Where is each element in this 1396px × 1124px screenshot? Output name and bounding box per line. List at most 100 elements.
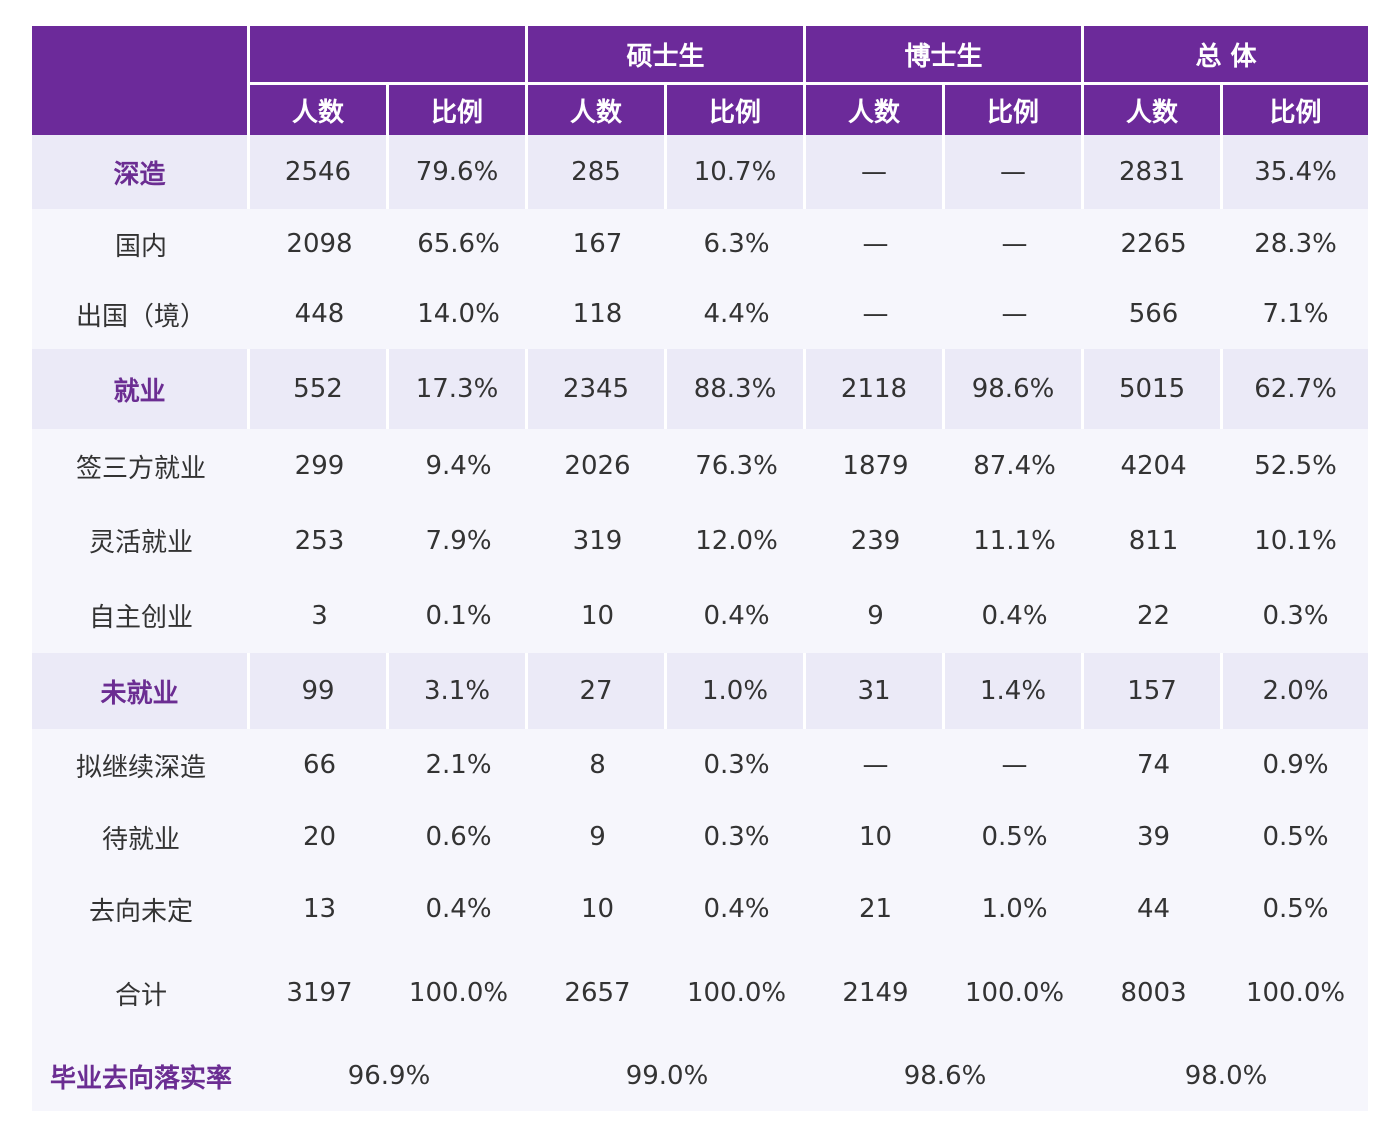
ratio-cell: 2.1% <box>389 729 528 801</box>
ratio-cell: 0.5% <box>1223 873 1369 945</box>
header-count: 人数 <box>250 85 389 135</box>
count-cell: 21 <box>806 873 946 945</box>
ratio-cell: 28.3% <box>1223 209 1369 279</box>
count-cell: 157 <box>1084 653 1224 729</box>
count-cell: 167 <box>528 209 667 279</box>
count-cell: 285 <box>528 135 667 209</box>
count-cell: 2098 <box>250 209 389 279</box>
ratio-cell: 0.6% <box>389 801 528 873</box>
count-cell: 2657 <box>528 945 667 1041</box>
count-cell: 2149 <box>806 945 946 1041</box>
ratio-cell: 1.0% <box>945 873 1085 945</box>
count-cell: 99 <box>250 653 389 729</box>
ratio-cell: 79.6% <box>389 135 528 209</box>
header-ratio: 比例 <box>389 85 528 135</box>
count-cell: 9 <box>528 801 667 873</box>
count-cell: — <box>806 279 946 349</box>
row-label: 就业 <box>32 349 250 429</box>
count-cell: 4204 <box>1084 429 1224 503</box>
ratio-cell: 1.4% <box>945 653 1085 729</box>
ratio-cell: — <box>945 729 1085 801</box>
table-row: 签三方就业 299 9.4% 2026 76.3% 1879 87.4% 4204 52.5% <box>32 429 1369 503</box>
ratio-cell: 10.1% <box>1223 503 1369 578</box>
ratio-cell: 1.0% <box>667 653 807 729</box>
ratio-cell: 0.5% <box>945 801 1085 873</box>
ratio-cell: 7.9% <box>389 503 528 578</box>
ratio-cell: 100.0% <box>1223 945 1369 1041</box>
graduate-destination-table: 硕士生 博士生 总 体 人数 比例 人数 比例 人数 比例 人数 比例 深造 25… <box>32 26 1369 1111</box>
header-corner <box>32 26 250 135</box>
count-cell: 10 <box>528 578 667 653</box>
ratio-cell: 3.1% <box>389 653 528 729</box>
count-cell: 74 <box>1084 729 1224 801</box>
ratio-cell: 0.5% <box>1223 801 1369 873</box>
header-group-undergrad <box>250 26 528 85</box>
table-row: 拟继续深造 66 2.1% 8 0.3% — —74 0.9% <box>32 729 1369 801</box>
count-cell: 13 <box>250 873 389 945</box>
count-cell: 2345 <box>528 349 667 429</box>
count-cell: 811 <box>1084 503 1224 578</box>
count-cell: 9 <box>806 578 946 653</box>
ratio-cell: 2.0% <box>1223 653 1369 729</box>
row-label: 国内 <box>32 209 250 279</box>
row-label: 灵活就业 <box>32 503 250 578</box>
table-row: 自主创业 3 0.1% 10 0.4% 9 0.4% 22 0.3% <box>32 578 1369 653</box>
count-cell: 552 <box>250 349 389 429</box>
placement-rate-row: 毕业去向落实率 96.9% 99.0% 98.6% 98.0% <box>32 1041 1369 1111</box>
count-cell: 319 <box>528 503 667 578</box>
row-label: 未就业 <box>32 653 250 729</box>
count-cell: — <box>806 729 946 801</box>
header-count: 人数 <box>806 85 946 135</box>
table-row: 待就业 20 0.6% 9 0.3% 10 0.5% 39 0.5% <box>32 801 1369 873</box>
count-cell: 2265 <box>1084 209 1224 279</box>
ratio-cell: 100.0% <box>945 945 1085 1041</box>
ratio-cell: 35.4% <box>1223 135 1369 209</box>
table-body: 深造 2546 79.6% 285 10.7% — —2831 35.4% 国内 2098 65.6… <box>32 135 1369 1111</box>
ratio-cell: 65.6% <box>389 209 528 279</box>
ratio-cell: 11.1% <box>945 503 1085 578</box>
count-cell: 10 <box>806 801 946 873</box>
count-cell: 448 <box>250 279 389 349</box>
count-cell: — <box>806 135 946 209</box>
count-cell: 20 <box>250 801 389 873</box>
table-row: 灵活就业 253 7.9% 319 12.0% 239 11.1% 811 10.1% <box>32 503 1369 578</box>
row-label: 出国（境） <box>32 279 250 349</box>
table-row: 去向未定 13 0.4% 10 0.4% 21 1.0% 44 0.5% <box>32 873 1369 945</box>
employment-table-container: 硕士生 博士生 总 体 人数 比例 人数 比例 人数 比例 人数 比例 深造 25… <box>32 26 1369 1111</box>
count-cell: 27 <box>528 653 667 729</box>
row-label: 签三方就业 <box>32 429 250 503</box>
count-cell: 1879 <box>806 429 946 503</box>
placement-rate-value: 98.0% <box>1084 1041 1369 1111</box>
count-cell: — <box>806 209 946 279</box>
ratio-cell: 17.3% <box>389 349 528 429</box>
row-label: 拟继续深造 <box>32 729 250 801</box>
ratio-cell: 7.1% <box>1223 279 1369 349</box>
count-cell: 239 <box>806 503 946 578</box>
count-cell: 66 <box>250 729 389 801</box>
ratio-cell: 88.3% <box>667 349 807 429</box>
count-cell: 39 <box>1084 801 1224 873</box>
ratio-cell: 52.5% <box>1223 429 1369 503</box>
category-row: 深造 2546 79.6% 285 10.7% — —2831 35.4% <box>32 135 1369 209</box>
ratio-cell: 87.4% <box>945 429 1085 503</box>
header-ratio: 比例 <box>1223 85 1369 135</box>
count-cell: 299 <box>250 429 389 503</box>
table-row: 合计 3197 100.0% 2657 100.0% 2149 100.0% 8003 100.… <box>32 945 1369 1041</box>
category-row: 未就业 99 3.1% 27 1.0% 31 1.4% 157 2.0% <box>32 653 1369 729</box>
placement-rate-value: 99.0% <box>528 1041 807 1111</box>
ratio-cell: 100.0% <box>389 945 528 1041</box>
ratio-cell: 0.3% <box>1223 578 1369 653</box>
count-cell: 8 <box>528 729 667 801</box>
count-cell: 2831 <box>1084 135 1224 209</box>
ratio-cell: 0.4% <box>667 873 807 945</box>
count-cell: 2546 <box>250 135 389 209</box>
ratio-cell: 0.4% <box>945 578 1085 653</box>
count-cell: 31 <box>806 653 946 729</box>
row-label: 待就业 <box>32 801 250 873</box>
ratio-cell: 0.3% <box>667 801 807 873</box>
count-cell: 22 <box>1084 578 1224 653</box>
category-row: 就业 552 17.3% 2345 88.3% 2118 98.6% 5015 62.7% <box>32 349 1369 429</box>
ratio-cell: 0.1% <box>389 578 528 653</box>
ratio-cell: 0.4% <box>389 873 528 945</box>
placement-rate-value: 96.9% <box>250 1041 528 1111</box>
